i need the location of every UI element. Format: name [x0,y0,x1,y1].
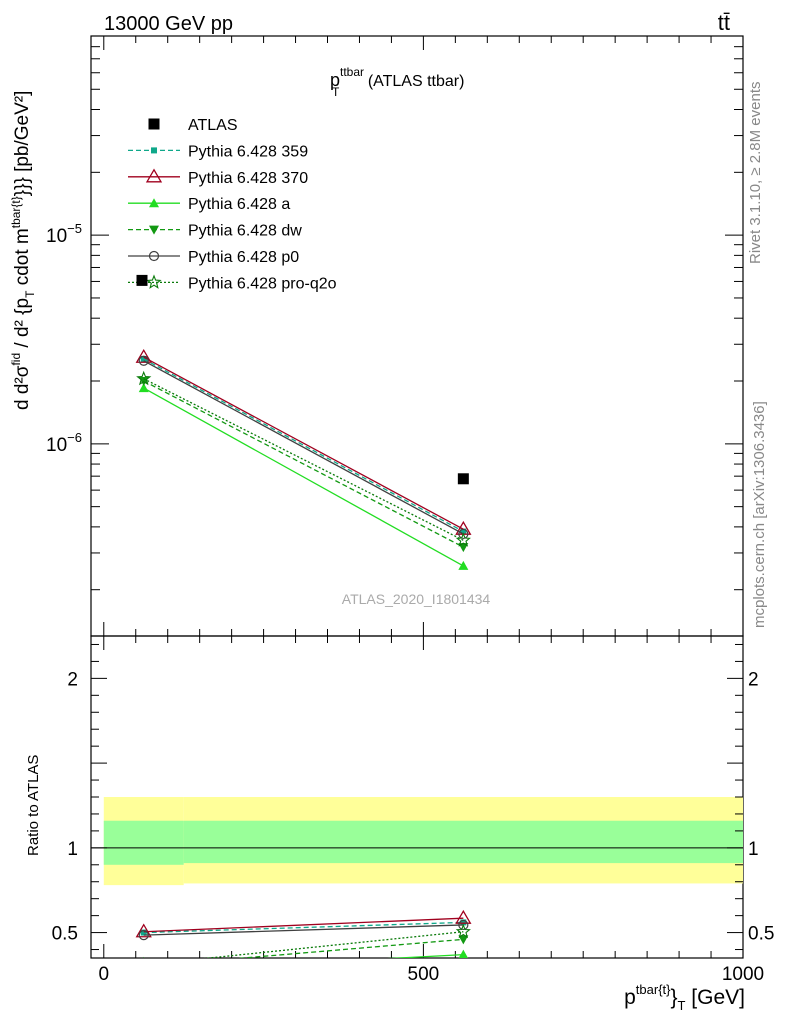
header-right: tt̄ [718,10,730,35]
legend-marker [149,198,159,208]
ratio-bands [91,797,743,886]
band-inner-0 [103,820,184,865]
x-tick-label: 1000 [722,964,764,985]
ratio-point-359 [140,929,147,936]
rivet-label: Rivet 3.1.10, ≥ 2.8M events [747,82,764,265]
series-point-p0 [458,528,469,540]
legend-marker [148,118,160,130]
y-tick-label-ratio-right: 1 [748,839,759,860]
mcplots-label: mcplots.cern.ch [arXiv:1306.3436] [751,401,768,628]
legend-marker [145,168,163,183]
band-inner-1 [183,820,743,864]
legend-label: ATLAS [188,117,238,134]
ratio-line-p0 [143,924,464,936]
series-line-p0 [143,360,464,535]
x-axis-label: ptbar{t}}T [GeV] [624,982,745,1013]
main-series-group [135,348,472,570]
y-tick-label-ratio-left: 1 [67,839,78,860]
ratio-line-pro-q2o [202,931,464,958]
ratio-line-dw [235,938,464,958]
legend-marker [149,225,159,235]
series-line-pro-q2o [143,378,464,541]
legend-atlas-overlap-marker [136,274,148,286]
legend-label: Pythia 6.428 p0 [188,249,299,266]
legend-marker [146,274,162,289]
legend: ATLAS Pythia 6.428 359 Pythia 6.428 370 Pyt… [128,117,337,292]
series-point-p0 [138,355,149,366]
legend-label: Pythia 6.428 359 [188,143,308,160]
series-line-370 [143,356,464,530]
ratio-point-dw [139,962,149,971]
series-point-359 [140,355,147,362]
ratio-line-359 [143,921,464,934]
ratio-line-a [387,953,464,958]
ratio-point-dw [458,935,469,945]
y-tick-label: 10−6 [46,430,82,456]
legend-label: Pythia 6.428 dw [188,223,302,240]
series-line-dw [143,380,464,548]
series-point-pro-q2o [455,532,471,547]
ratio-point-pro-q2o [455,923,471,939]
y-tick-label-ratio-left: 0.5 [52,924,78,945]
x-tick-label: 0 [98,964,109,985]
ratio-point-370 [135,923,152,938]
y-tick-label-ratio-left: 2 [67,669,78,690]
series-point-pro-q2o [136,370,152,386]
ratio-series-group [135,909,472,976]
ratio-point-370 [455,909,472,924]
series-point-dw [458,543,469,553]
ratio-line-370 [143,917,464,933]
ratio-point-a [458,949,469,958]
series-line-359 [143,358,464,533]
y-tick-label: 10−5 [46,221,82,247]
ratio-point-pro-q2o [143,956,145,958]
tick-labels: 0 500 1000 10−6 10−5 0.5 0.5 1 1 2 2 [46,221,774,985]
y-tick-label-ratio-right: 2 [748,669,759,690]
legend-marker [148,250,160,262]
series-point-359 [460,528,467,535]
plot-title: pttbar T (ATLAS ttbar) [330,65,464,99]
legend-label: Pythia 6.428 pro-q2o [188,275,337,292]
legend-marker [151,147,157,154]
series-line-a [143,387,464,567]
ratio-point-a [139,967,149,976]
legend-label: Pythia 6.428 a [188,196,290,213]
atlas-data-point [457,473,469,485]
x-tick-label: 500 [408,964,440,985]
ratio-point-p0 [138,930,149,941]
y-tick-label-ratio-right: 0.5 [748,924,774,945]
series-point-a [138,383,149,393]
series-point-a [458,560,469,570]
analysis-watermark: ATLAS_2020_I1801434 [342,591,491,607]
legend-label: Pythia 6.428 370 [188,170,308,187]
axis-ticks [91,35,744,958]
y-axis-label-main: d d²σfid / d² {pT cdot mtbar{t}}}} [pb/G… [9,91,37,410]
ratio-point-359 [460,919,467,926]
ratio-point-p0 [458,919,469,931]
header-left: 13000 GeV pp [104,13,233,35]
series-point-370 [135,348,152,363]
y-axis-label-ratio: Ratio to ATLAS [25,755,42,856]
